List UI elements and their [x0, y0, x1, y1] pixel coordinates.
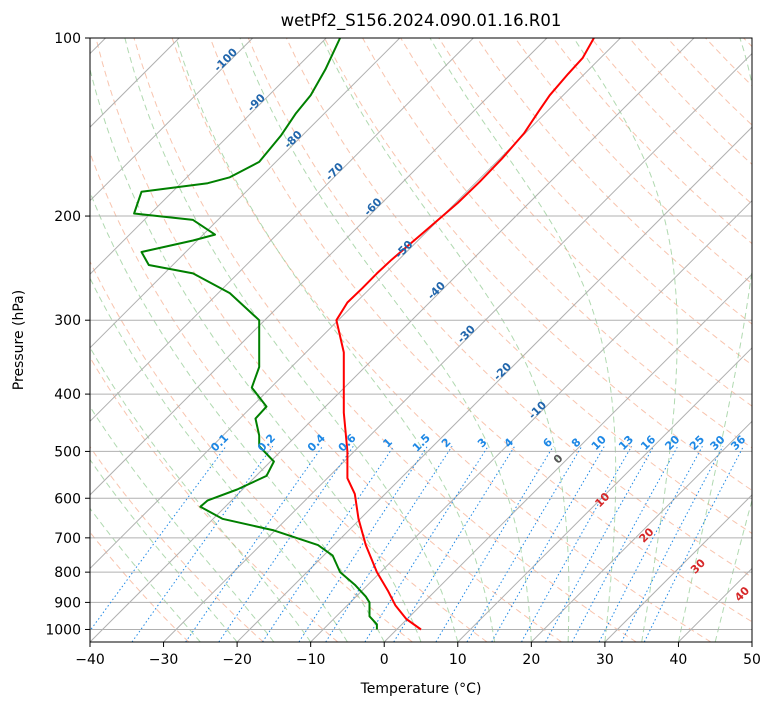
isotherm-line	[383, 273, 752, 642]
temperature-profile-line	[335, 38, 595, 631]
y-axis: 100 200 300 400 500 600 700 800 900 1000	[45, 31, 90, 638]
dry-adiabat-line	[285, 38, 752, 535]
x-tick-label: −30	[149, 652, 179, 668]
mixing-ratio-line	[621, 445, 724, 642]
isotherm-line	[90, 38, 327, 275]
dry-adiabats	[90, 38, 752, 642]
moist-adiabat-line	[429, 38, 617, 642]
mixing-ratio-line	[643, 445, 744, 642]
mixing-ratio-line	[545, 445, 655, 642]
y-tick-label: 700	[54, 531, 81, 547]
y-tick-label: 800	[54, 565, 81, 581]
dry-adiabat-line	[171, 38, 712, 642]
mixing-ratio-lines	[90, 445, 744, 642]
isotherm-line	[457, 347, 752, 642]
y-tick-label: 100	[54, 31, 81, 47]
dry-adiabat-line	[133, 38, 637, 642]
mixing-ratio-line	[298, 445, 428, 642]
isotherms	[90, 38, 752, 642]
y-tick-label: 300	[54, 313, 81, 329]
moist-adiabat-line	[90, 277, 348, 642]
moist-adiabat-line	[677, 38, 752, 642]
x-axis: −40 −30 −20 −10 0 10 20 30 40 50	[75, 642, 761, 668]
moist-adiabat-line	[90, 190, 385, 642]
y-tick-label: 600	[54, 491, 81, 507]
isotherm-line	[90, 38, 695, 642]
moist-adiabat-line	[321, 38, 570, 642]
y-tick-label: 1000	[45, 622, 81, 638]
mixing-ratio-line	[364, 445, 489, 642]
moist-adiabat-line	[90, 405, 275, 642]
plot-frame	[89, 37, 753, 643]
y-tick-label: 200	[54, 209, 81, 225]
moist-adiabats	[90, 38, 752, 642]
moist-adiabat-line	[714, 498, 752, 642]
plot-area: 0.1 0.2 0.4 0.6 1 1.5 2 3 4 6 8 10 13 16 20 25 30 36-100-…	[90, 38, 752, 642]
mixing-ratio-line	[435, 445, 554, 642]
x-tick-label: 40	[670, 652, 688, 668]
x-axis-label: Temperature (°C)	[360, 681, 482, 697]
dry-adiabat-line	[90, 260, 413, 642]
isotherm-line	[90, 38, 254, 202]
mixing-ratio-line	[131, 445, 274, 642]
moist-adiabat-line	[124, 38, 459, 642]
mixing-ratio-line	[185, 445, 324, 642]
profiles	[133, 38, 595, 631]
mixing-ratio-line	[325, 445, 453, 642]
dry-adiabat-line	[324, 38, 752, 491]
x-tick-label: −20	[222, 652, 252, 668]
y-axis-label: Pressure (hPa)	[11, 290, 27, 390]
isotherm-line	[604, 494, 752, 642]
mixing-ratio-line	[218, 445, 354, 642]
y-tick-label: 400	[54, 387, 81, 403]
moist-adiabat-line	[90, 507, 201, 642]
mixing-ratio-line	[262, 445, 395, 642]
mixing-ratio-line	[393, 445, 516, 642]
isotherm-line	[530, 420, 752, 642]
moist-adiabat-line	[239, 38, 532, 642]
x-tick-label: 30	[596, 652, 614, 668]
x-tick-label: 20	[522, 652, 540, 668]
isotherm-line	[310, 199, 752, 642]
y-tick-label: 900	[54, 595, 81, 611]
isotherm-line	[90, 38, 401, 349]
moist-adiabat-line	[90, 67, 422, 642]
isotherm-line	[90, 38, 548, 496]
isobars	[90, 38, 752, 630]
dry-adiabat-line	[90, 356, 339, 642]
isotherm-line	[236, 126, 752, 642]
dry-adiabat-line	[209, 38, 752, 623]
isotherm-line	[163, 52, 752, 642]
moist-adiabat-line	[175, 38, 496, 642]
x-tick-label: 50	[743, 652, 761, 668]
y-tick-label: 500	[54, 444, 81, 460]
dry-adiabat-line	[95, 38, 562, 642]
x-tick-label: −10	[296, 652, 326, 668]
chart-title: wetPf2_S156.2024.090.01.16.R01	[281, 11, 562, 31]
dewpoint-profile-line	[133, 38, 378, 630]
x-tick-label: −40	[75, 652, 105, 668]
dry-adiabat-line	[247, 38, 752, 578]
isotherm-line	[90, 38, 474, 423]
x-tick-label: 10	[449, 652, 467, 668]
dry-adiabat-line	[90, 445, 264, 642]
dry-adiabat-line	[514, 38, 752, 285]
moist-adiabat-line	[90, 458, 238, 642]
mixing-ratio-line	[521, 445, 633, 642]
moist-adiabat-line	[573, 38, 678, 642]
x-tick-label: 0	[380, 652, 389, 668]
